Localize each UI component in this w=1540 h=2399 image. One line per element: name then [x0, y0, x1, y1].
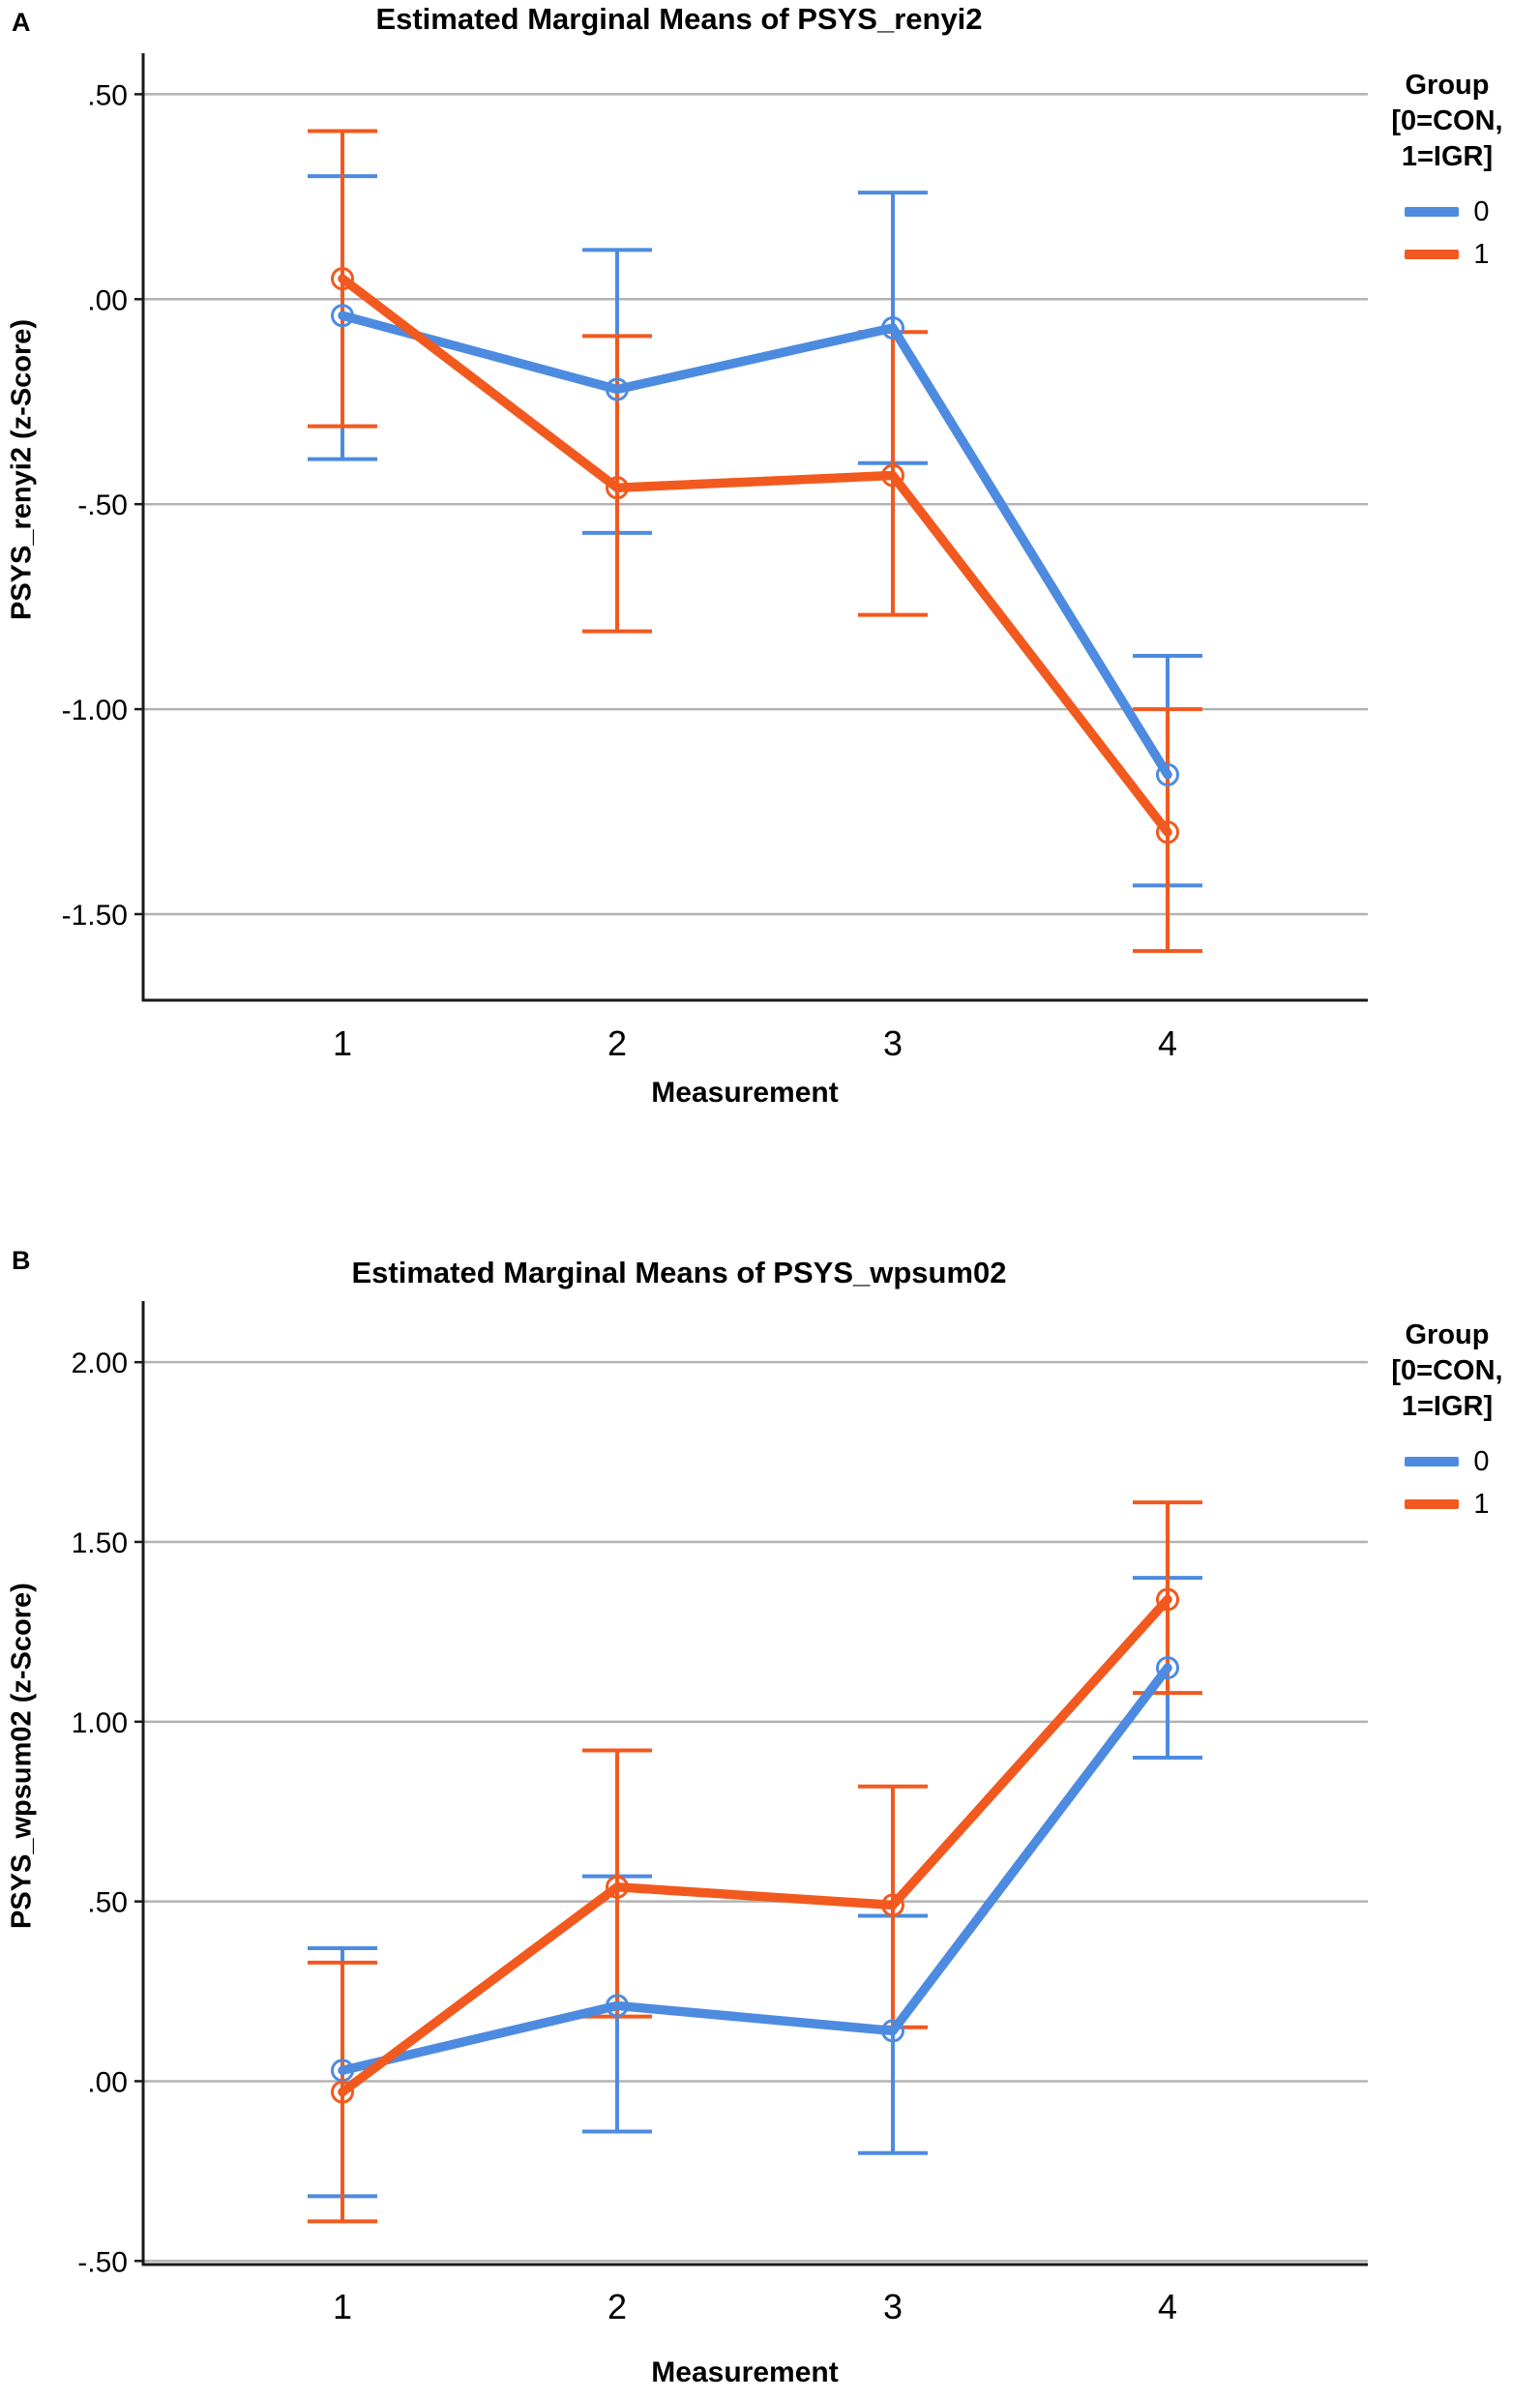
legend-line-swatch: [1405, 250, 1460, 259]
data-point-marker-series-1: [331, 267, 354, 291]
panel-a-label: A: [12, 8, 31, 37]
legend-title-line: Group: [1405, 70, 1490, 101]
y-tick-label: -.50: [77, 489, 128, 521]
data-point-marker-series-0: [1156, 1656, 1179, 1680]
y-tick-label: .50: [87, 1887, 128, 1919]
legend-title-line: 1=IGR]: [1401, 141, 1494, 172]
panel-b-label: B: [12, 1246, 31, 1275]
data-point-marker-series-0: [881, 2019, 904, 2043]
chart-b-legend: Group [0=CON, 1=IGR] 0 1: [1354, 1318, 1540, 1525]
chart-b-y-axis-label: PSYS_wpsum02 (z-Score): [6, 1583, 38, 1929]
data-point-marker-series-0: [1156, 762, 1179, 786]
y-tick-label: .00: [87, 284, 128, 316]
x-tick-label: 1: [333, 2287, 352, 2326]
x-tick-label: 3: [883, 2287, 903, 2326]
chart-b-title: Estimated Marginal Means of PSYS_wpsum02: [351, 1256, 1007, 1289]
data-point-marker-series-0: [606, 1994, 629, 2018]
x-tick-label: 4: [1158, 2287, 1177, 2326]
legend-title-line: Group: [1405, 1319, 1490, 1350]
data-point-marker-series-1: [881, 463, 904, 488]
x-tick-label: 1: [333, 1023, 352, 1063]
y-tick-label: 2.00: [72, 1348, 128, 1379]
data-point-marker-series-0: [606, 377, 629, 401]
legend-title-line: [0=CON,: [1391, 105, 1503, 136]
data-point-marker-series-0: [881, 315, 904, 340]
y-tick-label: -1.50: [62, 900, 128, 932]
data-point-marker-series-1: [1156, 820, 1179, 844]
legend-entry-label: 1: [1473, 238, 1490, 270]
legend-line-swatch: [1405, 1499, 1460, 1509]
data-point-marker-series-1: [881, 1893, 904, 1917]
y-tick-label: -1.00: [62, 695, 128, 726]
legend-line-swatch: [1405, 207, 1460, 217]
data-point-marker-series-1: [606, 476, 629, 500]
series-line-0: [338, 311, 1172, 780]
chart-a-legend: Group [0=CON, 1=IGR] 0 1: [1354, 68, 1540, 276]
data-point-marker-series-0: [331, 304, 354, 328]
x-tick-label: 3: [883, 1023, 903, 1063]
chart-a-x-axis-label: Measurement: [651, 1077, 839, 1109]
data-point-marker-series-1: [1156, 1587, 1179, 1612]
legend-entry-label: 1: [1473, 1488, 1490, 1520]
series-line-0: [338, 1663, 1172, 2076]
x-tick-label: 2: [607, 1023, 627, 1063]
legend-entry-1: 1: [1354, 233, 1540, 276]
y-tick-label: 1.00: [72, 1707, 128, 1739]
legend-title: Group [0=CON, 1=IGR]: [1354, 68, 1540, 175]
data-point-marker-series-1: [606, 1875, 629, 1899]
legend-entry-label: 0: [1473, 195, 1490, 227]
y-tick-label: .00: [87, 2066, 128, 2098]
legend-entry-0: 0: [1354, 1440, 1540, 1483]
series-line-1: [338, 1594, 1172, 2097]
chart-a-y-axis-label: PSYS_renyi2 (z-Score): [6, 318, 38, 620]
legend-entry-label: 0: [1473, 1445, 1490, 1477]
chart-b-x-axis-label: Measurement: [651, 2356, 839, 2388]
x-tick-label: 2: [607, 2287, 627, 2326]
legend-line-swatch: [1405, 1457, 1460, 1466]
series-line-1: [338, 274, 1172, 837]
y-tick-label: 1.50: [72, 1527, 128, 1559]
chart-a-title: Estimated Marginal Means of PSYS_renyi2: [375, 2, 983, 36]
y-tick-label: -.50: [77, 2246, 128, 2278]
legend-title-line: [0=CON,: [1391, 1355, 1503, 1386]
legend-entry-1: 1: [1354, 1483, 1540, 1525]
x-tick-label: 4: [1158, 1023, 1177, 1063]
legend-entry-0: 0: [1354, 191, 1540, 233]
legend-title: Group [0=CON, 1=IGR]: [1354, 1318, 1540, 1425]
legend-title-line: 1=IGR]: [1401, 1391, 1494, 1422]
y-tick-label: .50: [87, 79, 128, 111]
data-point-marker-series-1: [331, 2080, 354, 2104]
